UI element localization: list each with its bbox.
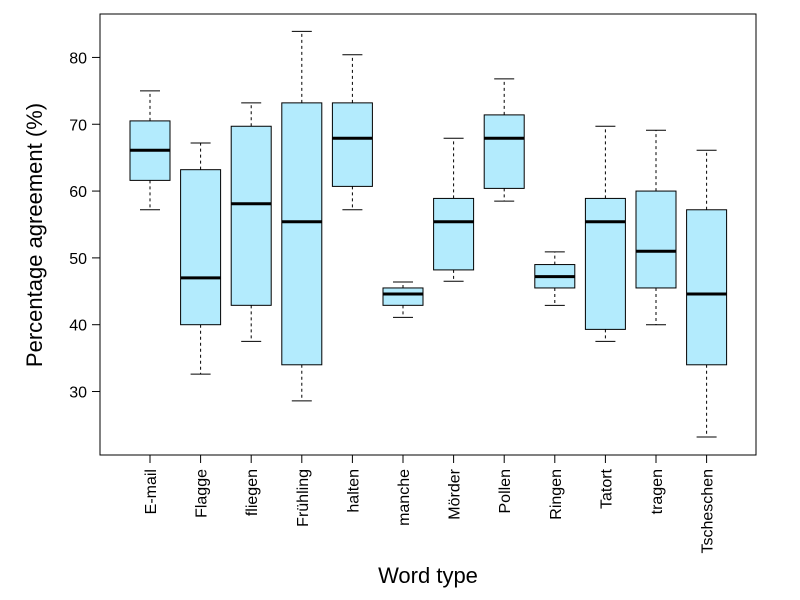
- x-tick-label: tragen: [649, 469, 666, 514]
- boxes-group: [129, 30, 728, 438]
- box-body: [180, 169, 222, 326]
- x-tick-label: Pollen: [497, 469, 514, 513]
- box-8: [483, 78, 525, 202]
- x-tick-label: halten: [345, 469, 362, 513]
- y-tick-label: 50: [69, 251, 87, 268]
- y-axis-title: Percentage agreement (%): [22, 103, 47, 367]
- x-tick-label: E-mail: [143, 469, 160, 514]
- x-tick-label: fliegen: [244, 469, 261, 516]
- y-tick-label: 70: [69, 117, 87, 134]
- x-tick-label: manche: [396, 469, 413, 526]
- y-axis: 30 40 50 60 70 80: [69, 50, 100, 402]
- y-tick-label: 60: [69, 184, 87, 201]
- box-body: [331, 102, 373, 187]
- box-7: [433, 137, 475, 282]
- x-tick-label: Ringen: [548, 469, 565, 520]
- x-axis: E-mail Flagge fliegen Frühling halten manche M…: [143, 455, 717, 554]
- x-tick-label: Frühling: [295, 469, 312, 527]
- box-body: [584, 197, 626, 330]
- box-body: [281, 102, 323, 366]
- x-tick-label: Tscheschen: [700, 469, 717, 554]
- y-tick-label: 80: [69, 50, 87, 67]
- x-tick-label: Mörder: [447, 468, 464, 519]
- x-tick-label: Tatort: [598, 468, 615, 509]
- box-12: [686, 149, 728, 438]
- box-body: [382, 287, 424, 306]
- box-body: [686, 209, 728, 366]
- box-body: [433, 197, 475, 271]
- plot-frame: [99, 13, 757, 456]
- box-6: [382, 281, 424, 318]
- x-tick-label: Flagge: [194, 469, 211, 518]
- x-axis-title: Word type: [378, 563, 478, 588]
- box-3: [230, 102, 272, 342]
- box-4: [281, 30, 323, 402]
- box-9: [534, 251, 576, 306]
- box-10: [584, 125, 626, 342]
- box-body: [483, 114, 525, 189]
- box-body: [635, 190, 677, 289]
- box-11: [635, 129, 677, 326]
- box-1: [129, 90, 171, 211]
- box-2: [180, 142, 222, 375]
- y-tick-label: 30: [69, 385, 87, 402]
- box-5: [331, 54, 373, 211]
- y-tick-label: 40: [69, 318, 87, 335]
- box-body: [230, 125, 272, 306]
